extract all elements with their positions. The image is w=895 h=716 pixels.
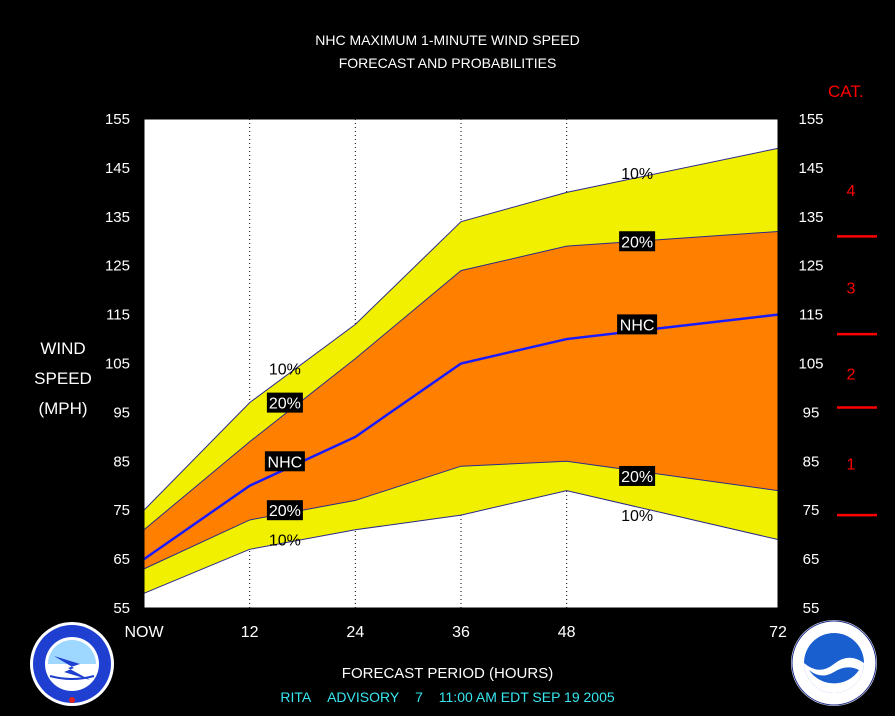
annotation-box-2 <box>264 451 305 472</box>
y-tick-label-left-95: 95 <box>113 404 130 421</box>
x-tick-label-36: 36 <box>452 624 470 641</box>
y-tick-label-left-125: 125 <box>105 258 130 275</box>
category-label-4: 4 <box>847 183 856 200</box>
advisory-footer: RITA ADVISORY 7 11:00 AM EDT SEP 19 2005 <box>0 689 895 705</box>
band-edge-inner-upper <box>143 230 779 531</box>
nws-logo-icon <box>30 622 114 706</box>
y-tick-label-left-65: 65 <box>113 551 130 568</box>
annotation-label-2: NHC <box>268 454 303 471</box>
nhc-forecast-line <box>143 313 779 561</box>
y-tick-label-right-155: 155 <box>798 111 823 128</box>
annotation-label-6: 20% <box>621 234 653 251</box>
category-title: CAT. <box>828 82 864 101</box>
y-tick-label-right-105: 105 <box>798 356 823 373</box>
annotation-label-0: 10% <box>269 361 301 378</box>
annotation-box-6 <box>619 231 656 252</box>
footer-advisory-word: ADVISORY <box>327 689 400 705</box>
y-axis-label-units: (MPH) <box>38 399 88 418</box>
y-tick-label-right-65: 65 <box>803 551 820 568</box>
y-tick-label-left-55: 55 <box>113 600 130 617</box>
y-axis-label-wind: WIND <box>40 339 86 358</box>
band-edge-inner-lower <box>143 460 779 570</box>
annotation-label-9: 10% <box>621 508 653 525</box>
x-axis-title: FORECAST PERIOD (HOURS) <box>341 665 554 682</box>
chart-title-line2: FORECAST AND PROBABILITIES <box>338 55 557 71</box>
band-edge-outer-upper <box>143 147 779 511</box>
annotation-label-5: 10% <box>621 166 653 183</box>
y-tick-label-right-75: 75 <box>803 502 820 519</box>
annotation-box-3 <box>266 500 303 521</box>
annotation-label-7: NHC <box>620 317 655 334</box>
annotation-label-4: 10% <box>269 533 301 550</box>
y-tick-label-left-115: 115 <box>106 307 130 324</box>
band-edge-outer-lower <box>143 490 779 594</box>
y-tick-label-right-145: 145 <box>798 160 823 177</box>
y-tick-label-right-125: 125 <box>798 258 823 275</box>
annotation-box-8 <box>619 465 656 486</box>
annotation-label-1: 20% <box>269 396 301 413</box>
y-tick-label-left-75: 75 <box>113 502 130 519</box>
y-axis-label-speed: SPEED <box>34 369 92 388</box>
y-tick-label-left-105: 105 <box>105 356 130 373</box>
y-tick-label-right-55: 55 <box>803 600 820 617</box>
category-label-3: 3 <box>847 281 856 298</box>
category-label-2: 2 <box>847 366 856 383</box>
x-tick-label-now: NOW <box>124 624 164 641</box>
y-tick-label-right-85: 85 <box>803 453 820 470</box>
y-tick-label-left-135: 135 <box>105 209 130 226</box>
y-tick-label-right-95: 95 <box>803 404 820 421</box>
plot-border <box>143 118 779 609</box>
y-tick-label-right-135: 135 <box>798 209 823 226</box>
y-tick-label-right-115: 115 <box>799 307 823 324</box>
y-tick-label-left-155: 155 <box>105 111 130 128</box>
footer-storm-name: RITA <box>280 689 312 705</box>
category-label-1: 1 <box>847 457 856 474</box>
annotation-label-3: 20% <box>269 503 301 520</box>
noaa-logo-icon <box>791 620 877 706</box>
x-tick-label-72: 72 <box>769 624 787 641</box>
annotation-box-1 <box>266 392 303 413</box>
annotation-box-7 <box>617 314 658 335</box>
y-tick-label-left-85: 85 <box>113 453 130 470</box>
x-tick-label-12: 12 <box>241 624 259 641</box>
x-tick-label-24: 24 <box>346 624 364 641</box>
annotation-label-8: 20% <box>621 469 653 486</box>
footer-advisory-number: 7 <box>415 689 423 705</box>
y-tick-label-left-145: 145 <box>105 160 130 177</box>
x-tick-label-48: 48 <box>558 624 576 641</box>
footer-advisory-time: 11:00 AM EDT SEP 19 2005 <box>438 689 615 705</box>
chart-title-line1: NHC MAXIMUM 1-MINUTE WIND SPEED <box>315 32 580 48</box>
